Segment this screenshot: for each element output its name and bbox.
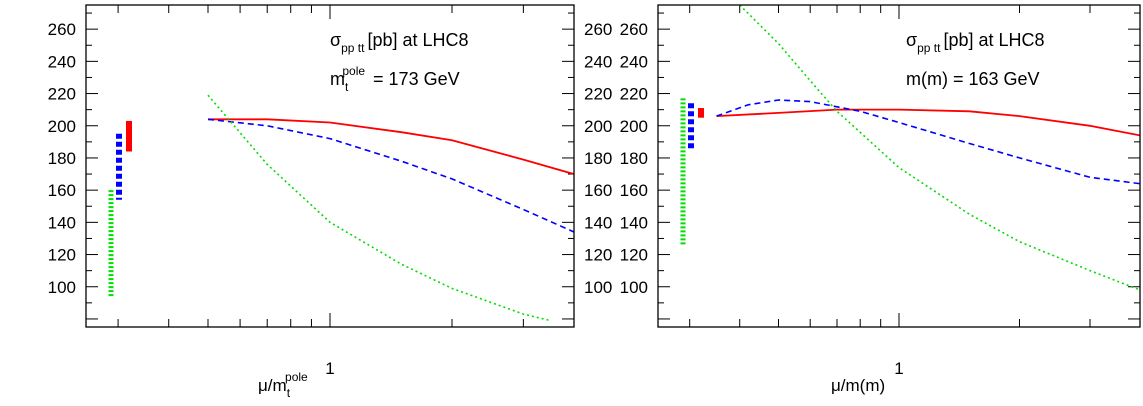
right-annot-line1: σpp tt [pb] at LHC8 bbox=[906, 30, 1045, 55]
left-y-tick-label: 220 bbox=[48, 85, 76, 104]
left-y-tick-label: 260 bbox=[48, 20, 76, 39]
right-y-tick-label: 240 bbox=[620, 52, 648, 71]
left-y-tick-label-right: 160 bbox=[584, 181, 612, 200]
left-y-tick-label-right: 200 bbox=[584, 117, 612, 136]
right-y-tick-label: 180 bbox=[620, 149, 648, 168]
right-y-tick-label: 220 bbox=[620, 85, 648, 104]
left-y-tick-label: 240 bbox=[48, 52, 76, 71]
right-panel: 1001001201201401401601601801802002002202… bbox=[620, 4, 1141, 395]
left-panel: 100 100 120 120 140 140 160 160 180 180 200 200 220 2… bbox=[48, 4, 612, 400]
left-y-tick-label-right: 100 bbox=[584, 278, 612, 297]
left-plot-frame bbox=[85, 4, 575, 328]
right-y-tick-label: 140 bbox=[620, 213, 648, 232]
left-y-tick-label: 160 bbox=[48, 181, 76, 200]
left-annot-line2: mtpole = 173 GeV bbox=[330, 64, 460, 94]
right-y-tick-label: 160 bbox=[620, 181, 648, 200]
left-series-dashed-line bbox=[207, 118, 574, 233]
right-series-dotted-line bbox=[739, 5, 1140, 291]
left-y-tick-label-right: 120 bbox=[584, 246, 612, 265]
left-annotation: σpp tt [pb] at LHC8 mtpole = 173 GeV bbox=[330, 30, 469, 94]
right-y-tick-label: 200 bbox=[620, 117, 648, 136]
left-y-tick-label: 120 bbox=[48, 246, 76, 265]
right-annotation: σpp tt [pb] at LHC8 m(m) = 163 GeV bbox=[906, 30, 1045, 89]
left-y-tick-label: 100 bbox=[48, 278, 76, 297]
left-y-tick-label-right: 260 bbox=[584, 20, 612, 39]
right-y-tick-label: 260 bbox=[620, 20, 648, 39]
left-y-tick-label: 140 bbox=[48, 213, 76, 232]
left-y-tick-label: 200 bbox=[48, 117, 76, 136]
left-y-tick-label-right: 140 bbox=[584, 213, 612, 232]
left-y-tick-label: 180 bbox=[48, 149, 76, 168]
left-series-dotted-line bbox=[207, 94, 551, 322]
right-x-tick-label: 1 bbox=[894, 359, 903, 378]
right-series-solid-line bbox=[716, 108, 1140, 137]
left-x-axis-title: μ/mtpole bbox=[258, 370, 308, 400]
right-y-tick-label: 120 bbox=[620, 246, 648, 265]
right-plot-frame bbox=[657, 4, 1141, 328]
left-annot-line1: σpp tt [pb] at LHC8 bbox=[330, 30, 469, 55]
left-y-tick-label-right: 220 bbox=[584, 85, 612, 104]
right-y-tick-label: 100 bbox=[620, 278, 648, 297]
left-y-tick-label-right: 240 bbox=[584, 52, 612, 71]
right-x-axis-title: μ/m(m) bbox=[831, 376, 885, 395]
left-y-tick-label-right: 180 bbox=[584, 149, 612, 168]
left-series-solid-line bbox=[208, 118, 574, 175]
right-annot-line2: m(m) = 163 GeV bbox=[906, 69, 1040, 89]
left-x-tick-label: 1 bbox=[325, 359, 334, 378]
